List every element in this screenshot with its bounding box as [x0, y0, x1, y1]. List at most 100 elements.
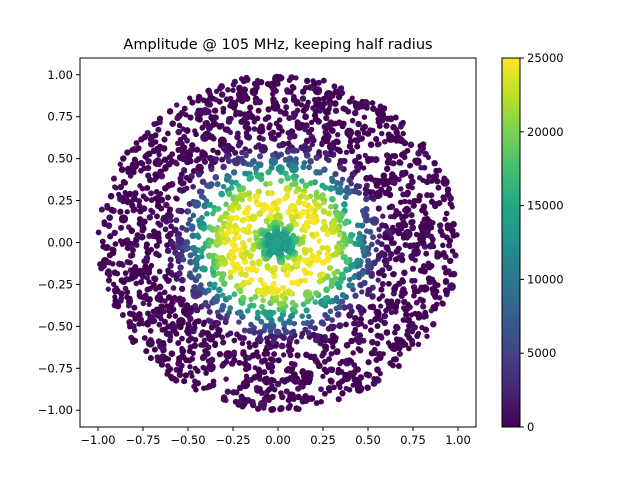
scatter-point [146, 296, 153, 303]
scatter-point [392, 256, 399, 263]
scatter-point [328, 127, 336, 134]
scatter-point [231, 104, 238, 111]
scatter-point [352, 158, 359, 165]
scatter-point [235, 204, 242, 211]
scatter-point [316, 249, 323, 257]
scatter-point [189, 99, 196, 106]
scatter-point [237, 266, 244, 273]
scatter-point [376, 350, 383, 358]
scatter-point [234, 133, 241, 141]
scatter-point [235, 234, 242, 241]
scatter-point [247, 237, 253, 243]
scatter-point [238, 118, 245, 125]
scatter-point [368, 194, 375, 201]
scatter-point [195, 97, 202, 104]
scatter-point [422, 150, 429, 158]
scatter-point [232, 157, 241, 167]
scatter-point [189, 232, 197, 240]
scatter-point [200, 133, 210, 142]
scatter-point [235, 142, 242, 149]
scatter-point [288, 312, 296, 319]
scatter-point [269, 368, 275, 375]
scatter-point [376, 123, 383, 130]
scatter-point [299, 95, 307, 102]
scatter-point [374, 323, 381, 330]
scatter-point [132, 190, 139, 197]
scatter-point [301, 267, 308, 273]
scatter-point [279, 128, 285, 134]
scatter-point [390, 271, 396, 278]
scatter-point [203, 198, 210, 204]
scatter-point [347, 276, 353, 283]
scatter-point [244, 209, 251, 216]
scatter-point [355, 153, 362, 160]
scatter-point [230, 207, 236, 213]
scatter-point [329, 195, 336, 203]
scatter-point [255, 188, 263, 195]
scatter-point [148, 246, 155, 253]
colorbar-tick-label: 25000 [527, 51, 564, 65]
scatter-point [167, 256, 174, 263]
scatter-point [373, 308, 381, 316]
scatter-point [375, 239, 381, 245]
scatter-point [201, 337, 208, 343]
scatter-point [181, 378, 188, 385]
scatter-point [312, 325, 318, 332]
x-tick-label: 0.50 [355, 433, 381, 447]
scatter-point [331, 270, 337, 277]
scatter-point [233, 214, 240, 221]
scatter-point [265, 361, 271, 368]
scatter-point [400, 317, 407, 323]
scatter-point [318, 398, 324, 405]
y-tick-label: 0.25 [47, 194, 73, 208]
scatter-point [409, 265, 417, 272]
scatter-point [297, 193, 304, 200]
scatter-point [185, 208, 192, 215]
scatter-point [430, 320, 437, 328]
scatter-point [145, 310, 151, 317]
scatter-point [167, 212, 174, 220]
scatter-point [265, 169, 272, 176]
scatter-point [205, 108, 212, 116]
scatter-point [106, 272, 113, 279]
scatter-point [202, 225, 208, 231]
scatter-point [196, 116, 203, 123]
scatter-point [352, 101, 363, 111]
scatter-point [348, 337, 355, 345]
scatter-point [239, 340, 246, 347]
scatter-point [204, 330, 212, 337]
scatter-point [179, 296, 186, 304]
scatter-point [226, 294, 233, 301]
scatter-point [302, 113, 309, 121]
scatter-point [426, 173, 432, 180]
scatter-point [168, 350, 176, 358]
scatter-point [161, 318, 168, 325]
scatter-point [398, 186, 404, 192]
scatter-point [396, 350, 403, 357]
scatter-point [442, 216, 448, 222]
scatter-point [157, 221, 164, 228]
scatter-point [302, 393, 309, 399]
x-tick-label: −0.25 [215, 433, 250, 447]
scatter-point [307, 158, 314, 165]
scatter-point [168, 181, 176, 188]
scatter-point [397, 199, 404, 206]
scatter-point [406, 162, 413, 169]
scatter-point [252, 293, 259, 300]
scatter-point [118, 290, 125, 298]
scatter-point [156, 283, 164, 291]
scatter-point [244, 308, 251, 314]
scatter-point [363, 217, 370, 224]
scatter-point [400, 130, 406, 137]
scatter-point [112, 241, 119, 247]
scatter-point [363, 228, 370, 234]
scatter-point [222, 260, 229, 267]
scatter-point [343, 321, 349, 328]
scatter-point [215, 286, 223, 294]
scatter-point [241, 360, 249, 368]
scatter-point [158, 205, 165, 212]
scatter-point [258, 176, 265, 183]
scatter-point [239, 149, 245, 156]
scatter-point [132, 264, 139, 270]
scatter-point [230, 87, 236, 93]
